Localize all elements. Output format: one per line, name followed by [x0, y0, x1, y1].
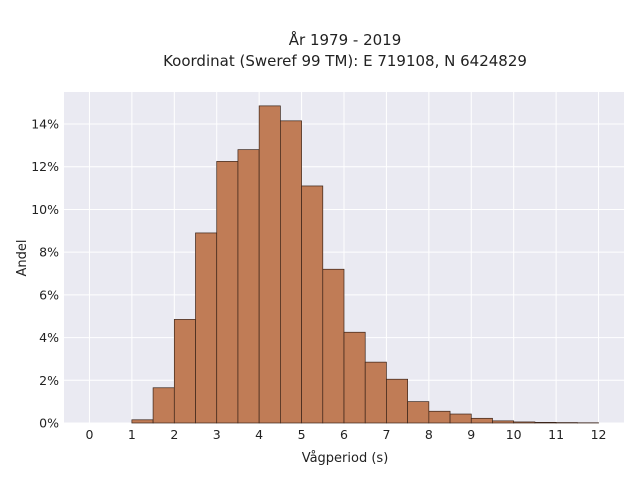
y-tick-label: 14% [31, 117, 59, 132]
histogram-bar [428, 410, 451, 424]
y-tick-label: 12% [31, 159, 59, 174]
histogram-bar [492, 420, 515, 424]
x-tick-label: 10 [506, 427, 522, 442]
x-tick-label: 5 [298, 427, 306, 442]
histogram-bar [216, 161, 239, 424]
y-axis-ticks: 0% 2% 4% 6% 8% 10% 12% 14% [31, 117, 59, 431]
chart-title-line1: År 1979 - 2019 [289, 30, 402, 49]
x-tick-label: 4 [255, 427, 263, 442]
histogram-bar [280, 120, 302, 424]
x-tick-label: 1 [128, 427, 136, 442]
x-tick-label: 11 [548, 427, 564, 442]
x-tick-label: 6 [340, 427, 348, 442]
bars [131, 105, 599, 424]
x-tick-label: 3 [213, 427, 221, 442]
histogram-bar [173, 319, 196, 424]
histogram-bar [258, 105, 281, 424]
histogram-bar [301, 185, 324, 424]
histogram-bar [237, 149, 260, 424]
x-tick-label: 0 [85, 427, 93, 442]
x-tick-label: 2 [170, 427, 178, 442]
histogram-bar [131, 419, 154, 424]
histogram-bar [407, 401, 430, 424]
y-tick-label: 6% [39, 287, 59, 302]
histogram-bar [449, 413, 472, 424]
x-axis-ticks: 0 1 2 3 4 5 6 7 8 9 10 11 12 [85, 427, 606, 442]
histogram-bar [470, 417, 493, 424]
histogram-bar [513, 421, 536, 424]
y-tick-label: 8% [39, 245, 59, 260]
x-axis-label: Vågperiod (s) [302, 451, 389, 466]
x-tick-label: 8 [425, 427, 433, 442]
histogram-bar [364, 361, 387, 424]
y-tick-label: 10% [31, 202, 59, 217]
y-tick-label: 0% [39, 416, 59, 431]
x-tick-label: 9 [467, 427, 475, 442]
x-tick-label: 12 [591, 427, 607, 442]
histogram-bar [343, 331, 366, 424]
histogram-bar [195, 232, 218, 424]
y-tick-label: 2% [39, 373, 59, 388]
histogram-bar [534, 422, 557, 424]
histogram-bar [152, 387, 175, 424]
chart-title-line2: Koordinat (Sweref 99 TM): E 719108, N 64… [163, 52, 527, 70]
histogram-bar [322, 268, 345, 424]
y-tick-label: 4% [39, 330, 59, 345]
histogram-bar [386, 378, 408, 424]
y-axis-label: Andel [15, 240, 30, 277]
x-tick-label: 7 [382, 427, 390, 442]
